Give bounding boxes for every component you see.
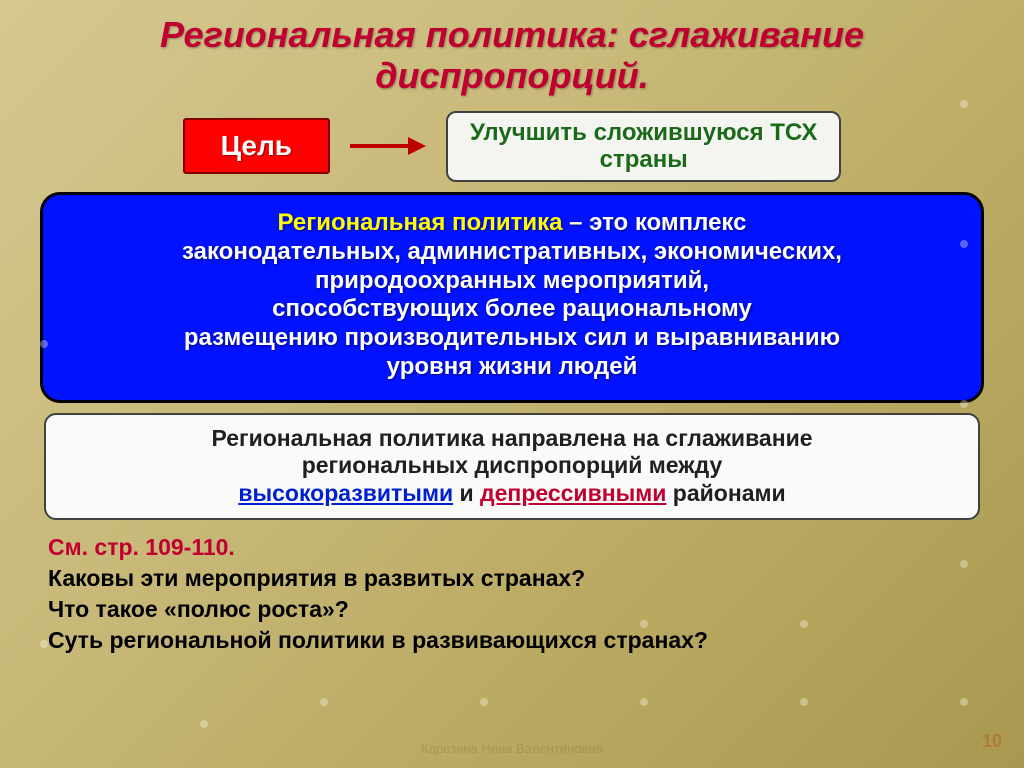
tcx-line1: Улучшить сложившуюся ТСХ [470,119,817,147]
question-3: Суть региональной политики в развивающих… [48,625,976,656]
definition-line6: уровня жизни людей [63,353,961,382]
goal-row: Цель Улучшить сложившуюся ТСХ страны [40,111,984,182]
direction-line2: региональных диспропорций между [64,452,960,480]
slide-title: Региональная политика: сглаживание диспр… [0,0,1024,105]
direction-line1: Региональная политика направлена на сгла… [64,425,960,453]
questions-block: См. стр. 109-110. Каковы эти мероприятия… [48,532,976,656]
question-1: Каковы эти мероприятия в развитых страна… [48,563,976,594]
tcx-box: Улучшить сложившуюся ТСХ страны [446,111,841,182]
direction-tail: районами [666,480,785,506]
definition-highlight: Региональная политика [278,209,563,236]
page-number: 10 [982,731,1002,752]
highlight-depressive: депрессивными [480,480,666,506]
definition-line2: законодательных, административных, эконо… [63,238,961,267]
definition-line3: природоохранных мероприятий, [63,267,961,296]
definition-box: Региональная политика – это комплекс зак… [40,192,984,403]
definition-line5: размещению производительных сил и выравн… [63,324,961,353]
direction-box: Региональная политика направлена на сгла… [44,413,980,520]
direction-line3: высокоразвитыми и депрессивными районами [64,480,960,508]
arrow-icon [348,134,428,158]
definition-line4: способствующих более рациональному [63,295,961,324]
definition-rest1: – это комплекс [562,209,746,236]
page-reference: См. стр. 109-110. [48,532,976,563]
definition-line1: Региональная политика – это комплекс [63,209,961,238]
highlight-developed: высокоразвитыми [238,480,453,506]
footer-author: Карезина Нина Валентиновна [0,741,1024,756]
tcx-line2: страны [470,146,817,174]
goal-box: Цель [183,118,330,174]
question-2: Что такое «полюс роста»? [48,594,976,625]
direction-mid: и [453,480,480,506]
